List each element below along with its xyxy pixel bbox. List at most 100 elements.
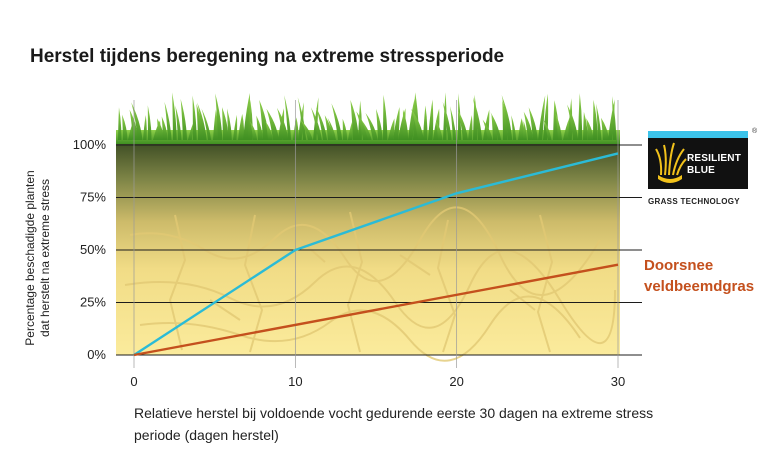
soil-crack bbox=[243, 214, 264, 353]
grass-blade bbox=[601, 117, 609, 140]
grass-blade bbox=[457, 110, 468, 140]
grass-blade bbox=[491, 114, 498, 140]
registered-mark: ® bbox=[752, 128, 758, 135]
grass-blade bbox=[122, 114, 128, 140]
grass-blade bbox=[342, 118, 348, 140]
grass-blade bbox=[442, 101, 452, 140]
grass-blade bbox=[297, 97, 307, 140]
legend-series-doorsnee-veldbeemdgras: Doorsnee veldbeemdgras bbox=[644, 255, 754, 297]
grass-blade bbox=[233, 114, 238, 140]
axes bbox=[116, 100, 642, 368]
grass-blade bbox=[350, 99, 359, 140]
grass-blade bbox=[192, 95, 197, 140]
grass-blade bbox=[586, 118, 594, 140]
grass-blade bbox=[250, 121, 258, 140]
y-tick-label: 0% bbox=[87, 347, 106, 362]
grass-blade bbox=[578, 93, 583, 140]
grass-blade bbox=[596, 103, 602, 140]
x-tick-label: 20 bbox=[449, 374, 463, 389]
grass-blade bbox=[490, 112, 502, 140]
soil-crack bbox=[536, 214, 554, 353]
grass-blade bbox=[473, 94, 478, 140]
soil-crack bbox=[129, 206, 601, 296]
grass-blade bbox=[502, 99, 508, 140]
soil-crack bbox=[436, 219, 457, 353]
grass-blade bbox=[423, 105, 428, 140]
logo-text-line2: BLUE bbox=[687, 165, 716, 176]
y-tick-label: 75% bbox=[80, 190, 106, 205]
grass-blade bbox=[356, 111, 369, 140]
y-axis-label-line2: dat herstelt na extreme stress bbox=[38, 179, 52, 337]
grass-blade bbox=[528, 107, 538, 140]
grass-blade bbox=[408, 98, 415, 140]
grass-blade bbox=[612, 96, 617, 140]
soil-crack bbox=[139, 295, 581, 362]
series-line-1 bbox=[133, 152, 619, 357]
logo-box: RESILIENT BLUE ® bbox=[648, 128, 757, 189]
grass-blade bbox=[482, 119, 493, 140]
grass-blade bbox=[411, 108, 424, 140]
grass-blade bbox=[331, 103, 343, 140]
grass-blade bbox=[468, 115, 473, 140]
grass-blade bbox=[523, 121, 527, 140]
logo-subtitle: GRASS TECHNOLOGY bbox=[648, 197, 740, 206]
grass-blade bbox=[543, 119, 552, 140]
logo-text-line1: RESILIENT bbox=[687, 153, 742, 164]
grass-blade bbox=[511, 115, 517, 140]
grass-blade bbox=[164, 101, 172, 140]
grass-blade bbox=[213, 109, 219, 140]
grass-blade bbox=[383, 94, 388, 140]
x-tick-label: 10 bbox=[288, 374, 302, 389]
y-tick-label: 50% bbox=[80, 242, 106, 257]
x-tick-label: 30 bbox=[611, 374, 625, 389]
resilient-blue-logo: RESILIENT BLUE ® GRASS TECHNOLOGY bbox=[648, 128, 757, 206]
legend-label-line1: Doorsnee bbox=[644, 257, 714, 274]
grass-blade bbox=[157, 118, 164, 140]
grass-blade bbox=[388, 118, 395, 140]
grass-blade bbox=[361, 119, 372, 140]
soil-crack bbox=[509, 289, 536, 311]
grass-blade bbox=[147, 105, 152, 140]
grass-blade bbox=[180, 98, 188, 140]
grass-blade bbox=[518, 118, 524, 140]
grass-blade bbox=[538, 95, 546, 140]
grass-blade bbox=[402, 109, 409, 140]
soil-background bbox=[116, 92, 620, 362]
grass-blade bbox=[238, 113, 244, 140]
grass-blade bbox=[376, 108, 383, 140]
grass-blade bbox=[324, 115, 334, 140]
series-lines bbox=[133, 152, 619, 357]
y-tick-labels: 0% 25% 50% 75% 100% bbox=[73, 137, 107, 362]
y-axis-label-line1: Percentage beschadigde planten bbox=[23, 170, 37, 345]
grass-tuft-icon bbox=[655, 142, 687, 183]
grid-lines bbox=[116, 144, 642, 303]
grass-blade bbox=[248, 99, 253, 140]
grass-blade bbox=[472, 97, 483, 140]
grass-blade bbox=[118, 107, 122, 140]
grass-blade bbox=[197, 102, 207, 140]
grass-blade bbox=[227, 108, 232, 140]
grass-blade bbox=[300, 119, 313, 140]
grass-blade bbox=[243, 92, 251, 140]
soil-crack bbox=[346, 211, 364, 353]
grass-blade bbox=[161, 116, 168, 140]
soil-crack bbox=[299, 239, 326, 263]
soil-crack bbox=[124, 249, 616, 345]
grass-blade bbox=[266, 108, 279, 140]
grass-blade bbox=[277, 107, 289, 140]
grass-blade bbox=[284, 95, 292, 140]
grass-blade bbox=[196, 103, 204, 140]
x-tick-labels: 0 10 20 30 bbox=[130, 374, 625, 389]
grass-blade bbox=[215, 93, 223, 140]
grass-blade bbox=[201, 108, 212, 140]
grass-blade bbox=[443, 92, 447, 140]
grass-blade bbox=[393, 107, 400, 140]
chart-title: Herstel tijdens beregening na extreme st… bbox=[30, 46, 505, 67]
grass-blade bbox=[327, 117, 337, 140]
soil-crack bbox=[399, 254, 431, 276]
y-axis-label: Percentage beschadigde planten dat herst… bbox=[23, 170, 52, 345]
grass-blade bbox=[316, 107, 328, 140]
grass-blade bbox=[256, 115, 264, 140]
grass-blade bbox=[310, 107, 322, 140]
